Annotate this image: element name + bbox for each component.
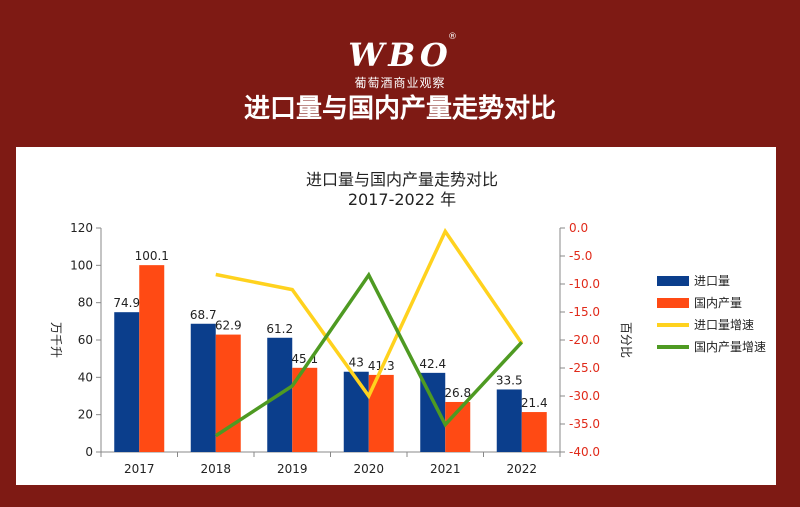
bar-data-label: 42.4: [419, 357, 446, 371]
left-tick-label: 60: [78, 333, 93, 347]
import-growth-line: [215, 227, 524, 400]
bar-data-label: 33.5: [496, 373, 523, 387]
bar-data-label: 61.2: [266, 322, 293, 336]
bar-data-label: 68.7: [190, 308, 217, 322]
right-tick-label: -15.0: [569, 305, 600, 319]
right-tick-label: -30.0: [569, 389, 600, 403]
legend-label: 国内产量增速: [694, 340, 766, 354]
right-tick-label: -20.0: [569, 333, 600, 347]
bar-data-label: 74.9: [113, 296, 140, 310]
x-tick-label: 2019: [277, 462, 308, 476]
legend-swatch: [657, 345, 689, 349]
bar-data-label: 21.4: [521, 396, 548, 410]
bar-import: [114, 312, 140, 452]
y2-axis-label: 百分比: [619, 322, 633, 358]
x-tick-label: 2017: [124, 462, 155, 476]
left-tick-label: 120: [70, 221, 93, 235]
right-tick-label: -40.0: [569, 445, 600, 459]
registered-mark-icon: ®: [448, 32, 457, 42]
right-tick-label: -5.0: [569, 249, 592, 263]
left-tick-label: 100: [70, 258, 93, 272]
bar-import: [343, 371, 369, 452]
bar-data-label: 100.1: [135, 249, 169, 263]
x-tick-label: 2018: [200, 462, 231, 476]
right-tick-label: -35.0: [569, 417, 600, 431]
logo-subtitle: 葡萄酒商业观察: [354, 76, 446, 90]
legend-swatch: [657, 323, 689, 327]
left-tick-label: 80: [78, 296, 93, 310]
domestic-growth-line: [214, 271, 524, 438]
left-tick-label: 40: [78, 370, 93, 384]
x-tick-label: 2022: [506, 462, 537, 476]
y-axis-label: 万千升: [49, 322, 63, 358]
bar-domestic: [521, 412, 547, 452]
bar-import: [496, 389, 522, 452]
right-tick-label: 0.0: [569, 221, 588, 235]
chart-title: 进口量与国内产量走势对比: [306, 170, 498, 189]
bar-data-label: 43: [349, 356, 364, 370]
chart-panel: 进口量与国内产量走势对比 2017-2022 年 0 20 40 60 80 100 120 0.…: [16, 147, 776, 485]
legend-swatch: [657, 276, 689, 286]
bar-import: [190, 323, 216, 452]
page-title: 进口量与国内产量走势对比: [243, 94, 556, 124]
wbo-logo: WBO ® 葡萄酒商业观察: [0, 14, 800, 90]
left-tick-label: 20: [78, 408, 93, 422]
right-tick-label: -10.0: [569, 277, 600, 291]
legend-label: 进口量: [694, 274, 730, 288]
bar-data-label: 26.8: [444, 386, 471, 400]
chart-subtitle: 2017-2022 年: [348, 190, 456, 209]
x-tick-label: 2021: [430, 462, 461, 476]
bar-data-label: 62.9: [215, 319, 242, 333]
left-tick-label: 0: [85, 445, 93, 459]
logo-text: WBO: [348, 36, 452, 74]
x-tick-label: 2020: [353, 462, 384, 476]
legend-label: 国内产量: [694, 296, 742, 310]
legend-label: 进口量增速: [694, 318, 754, 332]
bar-domestic: [139, 265, 165, 452]
legend-swatch: [657, 298, 689, 308]
right-tick-label: -25.0: [569, 361, 600, 375]
